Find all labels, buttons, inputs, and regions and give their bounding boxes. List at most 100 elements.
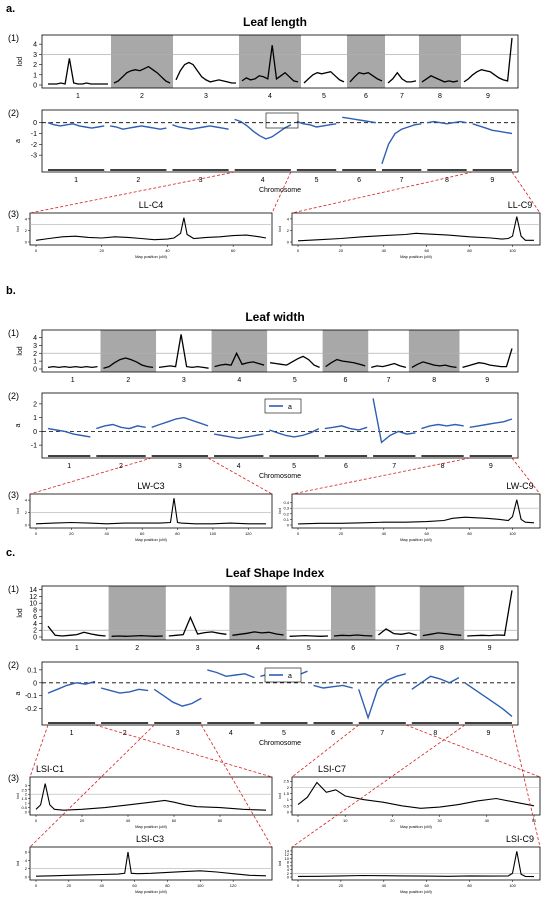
- panel-letter-1: b.: [6, 285, 16, 297]
- lod-ytick-label-0-1: 1: [33, 72, 37, 79]
- lod-line-chromosome-7: [387, 71, 417, 84]
- effect-line-chromosome-1: [47, 122, 105, 129]
- lod-line-chromosome-9: [467, 590, 513, 637]
- zoom-xtick-label-LSI-C1-4: 80: [218, 818, 223, 823]
- zoom-xtick-label-LSI-C9-3: 60: [425, 883, 430, 888]
- effect-xtick-label-4: 4: [237, 463, 241, 470]
- zoom-ytick-label-LW-C9-4: 0.4: [283, 500, 289, 505]
- lod-ytick-label-0-2: 2: [33, 62, 37, 69]
- zoom-xtick-label-LW-C9-1: 20: [339, 531, 344, 536]
- lod-ytick-label-1-2: 2: [33, 351, 37, 358]
- lod-line-chromosome-6: [333, 634, 373, 637]
- effect-ylabel-0: a: [15, 139, 22, 143]
- effect-xlabel-0: Chromosome: [259, 187, 301, 194]
- shade-chromosome-6: [331, 586, 376, 640]
- lod-xtick-label-5: 5: [322, 93, 326, 100]
- lod-xtick-label-2: 2: [135, 645, 139, 652]
- zoom-xtick-label-LW-C3-4: 80: [175, 531, 180, 536]
- lod-line-chromosome-2: [113, 65, 171, 84]
- effect-ytick-label-1-2: 0: [33, 429, 37, 436]
- panel-title-1: Leaf width: [245, 310, 304, 324]
- zoom-xlabel-LL-C4: Map position (cM): [135, 254, 167, 259]
- zoom-xtick-label-LSI-C1-2: 40: [126, 818, 131, 823]
- effect-xlabel-2: Chromosome: [259, 740, 301, 747]
- zoom-title-LL-C4: LL-C4: [139, 200, 164, 210]
- zoom-xtick-label-LL-C9-5: 100: [509, 248, 516, 253]
- zoom-ytick-label-LW-C9-3: 0.3: [283, 506, 289, 511]
- lod-xtick-label-8: 8: [440, 645, 444, 652]
- zoom-xtick-label-LW-C3-2: 40: [105, 531, 110, 536]
- shade-chromosome-2: [111, 35, 173, 88]
- zoom-line-LSI-C9: [297, 851, 535, 878]
- zoom-xtick-label-LL-C4-1: 20: [99, 248, 104, 253]
- effect-line-chromosome-2: [100, 687, 149, 694]
- guide-left-LSI-C7: [291, 724, 359, 778]
- effect-ytick-label-1-3: -1: [31, 443, 37, 450]
- lod-xtick-label-1: 1: [75, 645, 79, 652]
- lod-ytick-label-2-6: 12: [29, 594, 37, 601]
- zoom-xtick-label-LW-C9-4: 80: [467, 531, 472, 536]
- effect-line-chromosome-1: [47, 427, 91, 438]
- zoom-xtick-label-LSI-C7-1: 10: [343, 818, 348, 823]
- lod-ytick-label-1-1: 1: [33, 359, 37, 366]
- lod-xtick-label-5: 5: [307, 645, 311, 652]
- effect-xtick-label-6: 6: [357, 177, 361, 184]
- zoom-ytick-label-LSI-C9-2: 4: [287, 867, 290, 872]
- lod-line-chromosome-5: [289, 634, 329, 637]
- effect-ylabel-2: a: [15, 691, 22, 695]
- lod-xtick-label-3: 3: [182, 377, 186, 384]
- zoom-xtick-label-LSI-C9-5: 100: [509, 883, 516, 888]
- guide-right-LSI-C9: [511, 724, 541, 848]
- lod-line-chromosome-7: [377, 628, 417, 636]
- effect-xtick-label-8: 8: [441, 463, 445, 470]
- lod-line-chromosome-9: [463, 37, 513, 83]
- effect-xlabel-1: Chromosome: [259, 473, 301, 480]
- zoom-line-LSI-C1: [35, 783, 267, 811]
- zoom-ytick-label-LL-C9-1: 2: [287, 228, 290, 233]
- zoom-title-LSI-C1: LSI-C1: [36, 764, 64, 774]
- guide-left-LSI-C1: [29, 724, 49, 778]
- zoom-axes-LSI-C9: [291, 846, 541, 881]
- zoom-ytick-label-LSI-C3-0: 0: [25, 875, 28, 880]
- zoom-ytick-label-LSI-C9-7: 14: [285, 848, 290, 853]
- effect-ytick-label-0-1: -1: [31, 131, 37, 138]
- zoom-xtick-label-LSI-C9-1: 20: [339, 883, 344, 888]
- guide-left-LSI-C3: [29, 724, 155, 848]
- lod-line-chromosome-3: [175, 61, 236, 84]
- shade-chromosome-4: [229, 586, 287, 640]
- zoom-ylabel-LSI-C9: lod: [277, 861, 282, 866]
- zoom-xtick-label-LW-C9-2: 40: [382, 531, 387, 536]
- zoom-title-LL-C9: LL-C9: [508, 200, 533, 210]
- panel-title-0: Leaf length: [243, 15, 307, 29]
- zoom-xtick-label-LSI-C7-5: 50: [532, 818, 537, 823]
- zoom-xtick-label-LL-C9-2: 40: [382, 248, 387, 253]
- lod-line-chromosome-5: [270, 355, 320, 368]
- zoom-ytick-label-LL-C9-0: 0: [287, 240, 290, 245]
- zoom-xtick-label-LSI-C9-0: 0: [297, 883, 300, 888]
- zoom-xtick-label-LSI-C3-4: 80: [165, 883, 170, 888]
- zoom-axes-LW-C3: [29, 493, 273, 529]
- zoom-xlabel-LSI-C7: Map position (cM): [400, 824, 432, 829]
- zoom-ytick-label-LSI-C1-2: 1: [25, 801, 28, 806]
- effect-line-chromosome-9: [469, 418, 513, 428]
- effect-xtick-label-1: 1: [70, 730, 74, 737]
- subplot-label-2-1: (2): [8, 391, 19, 401]
- effect-ytick-label-2-0: 0.1: [27, 667, 37, 674]
- zoom-title-LSI-C9: LSI-C9: [506, 834, 534, 844]
- zoom-xtick-label-LW-C3-6: 120: [245, 531, 252, 536]
- lod-ytick-label-2-0: 0: [33, 635, 37, 642]
- lod-xtick-label-2: 2: [140, 93, 144, 100]
- lod-xtick-label-4: 4: [237, 377, 241, 384]
- zoom-ytick-label-LSI-C9-1: 2: [287, 871, 290, 876]
- guide-right-LL-C9: [511, 171, 541, 214]
- zoom-xlabel-LSI-C9: Map position (cM): [400, 889, 432, 894]
- zoom-xtick-label-LW-C3-3: 60: [140, 531, 145, 536]
- effect-xtick-label-3: 3: [199, 177, 203, 184]
- zoom-title-LSI-C7: LSI-C7: [318, 764, 346, 774]
- zoom-ytick-label-LL-C4-0: 0: [25, 240, 28, 245]
- zoom-line-LL-C9: [297, 216, 534, 242]
- effect-line-chromosome-7: [372, 398, 416, 444]
- zoom-xtick-label-LSI-C3-6: 120: [230, 883, 237, 888]
- effect-line-chromosome-8: [421, 423, 464, 430]
- zoom-ytick-label-LSI-C9-6: 12: [285, 852, 290, 857]
